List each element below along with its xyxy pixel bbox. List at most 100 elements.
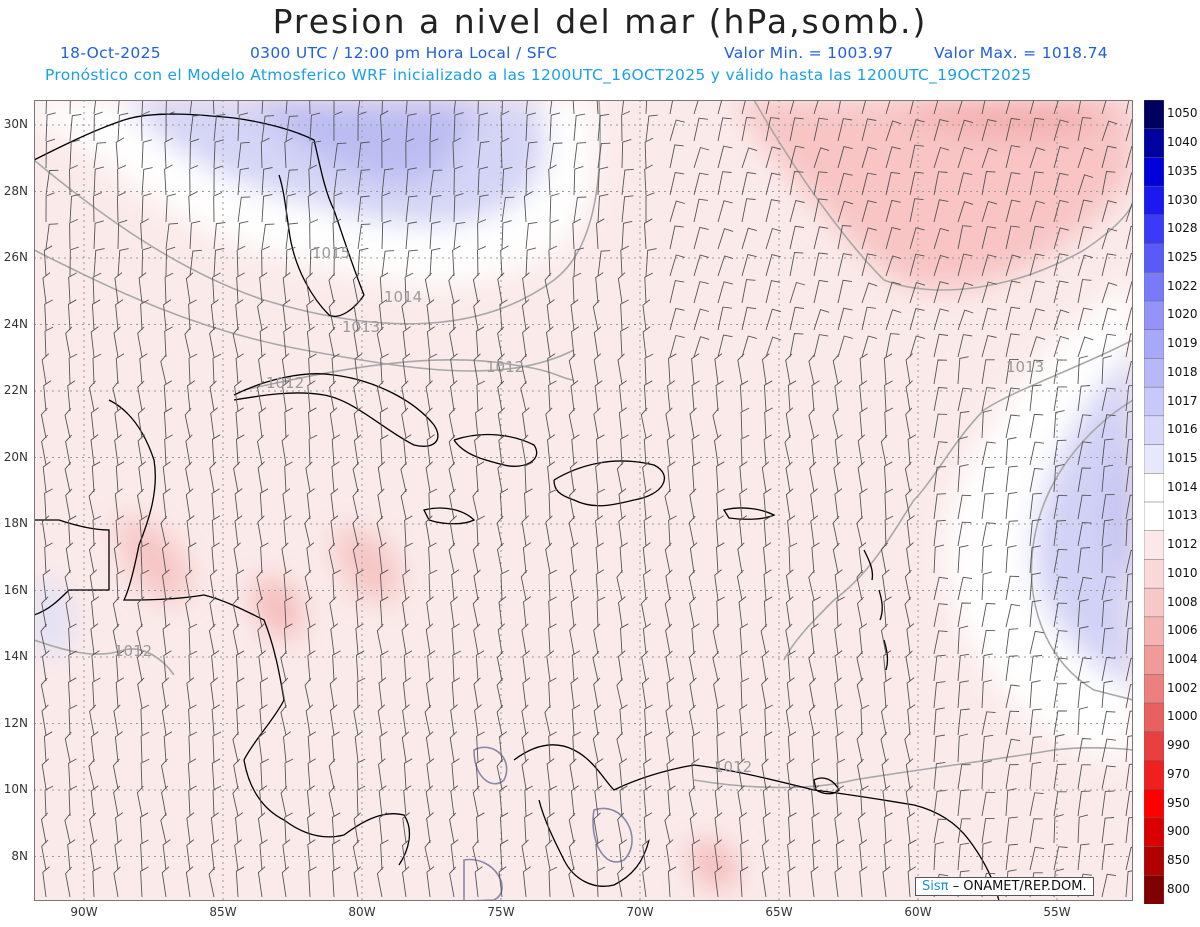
- wind-barb: [933, 630, 948, 655]
- wind-barb: [232, 623, 240, 655]
- wind-barb: [957, 225, 972, 250]
- wind-barb: [716, 461, 725, 493]
- wind-barb: [328, 786, 336, 817]
- wind-barb: [596, 218, 605, 250]
- wind-barb: [285, 222, 298, 250]
- wind-barb: [933, 441, 948, 466]
- wind-barb: [691, 623, 700, 655]
- wind-barb: [280, 651, 287, 682]
- wind-barb: [572, 100, 575, 115]
- wind-barb: [401, 407, 409, 439]
- wind-barb: [717, 145, 733, 169]
- wind-barb: [305, 272, 314, 304]
- wind-barb: [309, 246, 320, 277]
- wind-barb: [281, 542, 289, 574]
- wind-barb: [857, 758, 864, 790]
- wind-barb: [665, 650, 673, 682]
- wind-barb: [957, 653, 970, 682]
- wind-barb: [309, 112, 321, 142]
- wind-barb: [44, 542, 53, 574]
- wind-barb: [379, 299, 388, 331]
- wind-barb: [1029, 336, 1046, 358]
- wind-barb: [1053, 199, 1069, 223]
- wind-barb: [981, 653, 993, 682]
- wind-barb: [472, 596, 480, 628]
- wind-barb: [210, 677, 219, 709]
- wind-barb: [957, 494, 972, 520]
- wind-barb: [665, 623, 673, 655]
- wind-barb: [789, 333, 804, 358]
- wind-barb: [1101, 333, 1116, 358]
- latitude-label: 20N: [3, 449, 28, 464]
- wind-barb: [643, 434, 653, 466]
- colorbar-label: 1013: [1167, 508, 1198, 523]
- wind-barb: [837, 200, 854, 223]
- wind-barb: [524, 785, 533, 817]
- wind-barb: [257, 812, 266, 844]
- wind-barb: [188, 191, 198, 223]
- wind-barb: [163, 650, 172, 682]
- wind-barb: [472, 785, 480, 817]
- wind-barb: [689, 704, 697, 736]
- wind-barb: [476, 731, 485, 763]
- wind-barb: [450, 353, 458, 385]
- wind-barb: [353, 434, 362, 466]
- wind-barb: [717, 171, 732, 196]
- wind-barb: [714, 866, 723, 898]
- wind-barb: [786, 569, 794, 601]
- wind-barb: [453, 221, 466, 250]
- wind-barb: [305, 704, 314, 736]
- wind-barb: [618, 596, 626, 628]
- wind-barb: [884, 461, 893, 493]
- wind-barb: [257, 299, 265, 331]
- wind-barb: [741, 254, 757, 277]
- wind-barb: [65, 596, 73, 628]
- wind-barb: [356, 785, 366, 817]
- wind-barb: [64, 813, 71, 844]
- wind-barb: [981, 760, 992, 790]
- wind-barb: [808, 704, 816, 736]
- wind-barb: [1077, 254, 1094, 277]
- wind-barb: [405, 249, 418, 277]
- wind-barb: [1101, 414, 1116, 439]
- colorbar-swatch: [1144, 530, 1164, 561]
- wind-barb: [257, 434, 265, 466]
- wind-barb: [834, 488, 843, 520]
- wind-barb: [353, 380, 361, 412]
- wind-barb: [308, 407, 317, 439]
- wind-barb: [643, 569, 652, 601]
- wind-barb: [789, 225, 805, 250]
- wind-barb: [112, 596, 120, 628]
- wind-barb: [377, 488, 385, 520]
- wind-barb: [957, 334, 973, 358]
- wind-barb: [428, 353, 438, 385]
- wind-barb: [837, 146, 853, 169]
- wind-barb: [68, 785, 78, 817]
- wind-barb: [117, 219, 128, 250]
- wind-barb: [1005, 359, 1019, 385]
- wind-barb: [497, 461, 505, 493]
- wind-barb: [544, 272, 552, 304]
- wind-barb: [477, 219, 487, 250]
- wind-barb: [761, 758, 769, 790]
- wind-barb: [811, 380, 820, 412]
- wind-barb: [1029, 100, 1035, 115]
- latitude-label: 14N: [3, 649, 28, 663]
- wind-barb: [880, 732, 888, 763]
- colorbar-swatch: [1144, 157, 1164, 187]
- wind-barb: [549, 142, 563, 169]
- wind-barb: [788, 542, 798, 574]
- wind-barb: [856, 732, 864, 763]
- wind-barb: [809, 677, 817, 709]
- wind-barb: [665, 839, 674, 871]
- wind-barb: [693, 172, 709, 196]
- wind-barb: [44, 299, 53, 331]
- wind-barb: [981, 281, 997, 304]
- wind-barb: [669, 254, 685, 277]
- wind-barb: [237, 141, 250, 169]
- wind-barb: [1053, 335, 1070, 358]
- wind-barb: [787, 515, 796, 547]
- wind-barb: [235, 353, 244, 385]
- wind-barb: [381, 192, 391, 223]
- wind-barb: [813, 252, 828, 277]
